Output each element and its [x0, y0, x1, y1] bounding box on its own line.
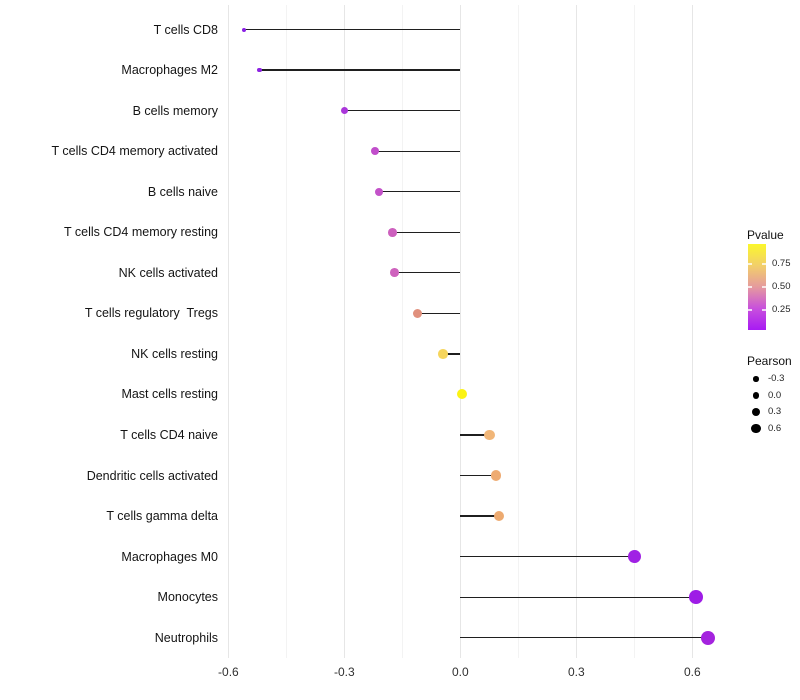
lollipop-dot [490, 470, 502, 481]
lollipop-dot [413, 308, 423, 318]
x-axis-tick-label: 0.6 [683, 665, 701, 679]
y-axis-label: T cells CD4 naive [120, 428, 218, 442]
pearson-legend-dot [753, 376, 759, 382]
gridline-minor [286, 5, 288, 658]
lollipop-dot [700, 630, 715, 645]
pvalue-colorbar-tickmark [748, 309, 752, 311]
y-axis-label: B cells naive [147, 184, 218, 199]
lollipop-stem [417, 312, 461, 314]
lollipop-stem [394, 272, 461, 274]
y-axis-label: NK cells activated [118, 265, 218, 280]
lollipop-stem [460, 474, 496, 477]
gridline-major [228, 5, 230, 658]
pearson-legend-dot [752, 392, 760, 399]
gridline-minor [518, 5, 520, 658]
lollipop-dot [241, 27, 246, 32]
y-axis-label: T cells CD4 memory resting [64, 225, 218, 240]
pvalue-colorbar-tick-label: 0.50 [772, 281, 791, 292]
pearson-legend-label: 0.3 [768, 406, 782, 417]
lollipop-dot [390, 268, 399, 278]
pvalue-colorbar-tickmark [748, 263, 752, 265]
lollipop-dot [388, 227, 397, 237]
pvalue-colorbar-tickmark [762, 286, 766, 288]
y-axis-label: Macrophages M0 [121, 549, 218, 564]
x-axis-tick-label: 0.0 [452, 665, 469, 679]
x-axis-tick-label: -0.6 [218, 665, 239, 679]
pvalue-colorbar-tick-label: 0.75 [772, 258, 791, 270]
pearson-legend-title: Pearson [747, 354, 792, 368]
pearson-legend-label: -0.3 [768, 373, 785, 384]
pearson-legend-label: 0.0 [768, 389, 782, 401]
pearson-legend-label: 0.6 [768, 422, 782, 434]
lollipop-stem [460, 637, 708, 639]
lollipop-stem [460, 556, 635, 558]
lollipop-stem [442, 353, 461, 355]
gridline-minor [402, 5, 404, 658]
lollipop-dot [438, 349, 448, 359]
y-axis-label: Monocytes [157, 590, 218, 605]
lollipop-dot [689, 590, 704, 605]
y-axis-label: T cells CD8 [153, 22, 218, 37]
gridline-minor [634, 5, 636, 658]
pearson-legend-dot [751, 423, 761, 434]
gridline-major [692, 5, 694, 658]
y-axis-label: T cells gamma delta [106, 509, 218, 524]
pearson-legend-dot [752, 408, 760, 416]
lollipop-stem [375, 150, 461, 152]
x-axis-tick-label: 0.3 [567, 665, 585, 679]
y-axis-label: B cells memory [132, 103, 218, 118]
y-axis-label: T cells regulatory Tregs [84, 306, 218, 321]
lollipop-stem [460, 434, 490, 436]
lollipop-stem [460, 596, 697, 598]
pvalue-colorbar [748, 244, 766, 330]
pvalue-colorbar-tick-label: 0.25 [772, 303, 791, 315]
lollipop-dot [493, 510, 505, 522]
lollipop-dot [375, 187, 384, 196]
gridline-major [576, 5, 578, 658]
x-axis-tick-label: -0.3 [334, 665, 355, 679]
lollipop-stem [243, 28, 461, 31]
pvalue-legend-title: Pvalue [747, 228, 784, 242]
lollipop-dot [484, 429, 495, 441]
lollipop-stem [259, 69, 461, 71]
plot-panel [222, 5, 733, 658]
pvalue-colorbar-tickmark [762, 263, 766, 265]
y-axis-label: Dendritic cells activated [86, 468, 218, 483]
gridline-major [344, 5, 346, 658]
y-axis-label: Mast cells resting [121, 387, 218, 402]
lollipop-stem [379, 191, 461, 193]
lollipop-dot [457, 389, 468, 400]
lollipop-stem [344, 109, 461, 112]
y-axis-label: Macrophages M2 [121, 63, 218, 78]
lollipop-stem [392, 231, 461, 233]
gridline-major [460, 5, 462, 658]
lollipop-stem [460, 515, 499, 517]
lollipop-dot [340, 106, 349, 115]
lollipop-dot [371, 147, 380, 156]
lollipop-dot [256, 67, 262, 73]
pvalue-colorbar-tickmark [762, 309, 766, 311]
y-axis-label: Neutrophils [154, 630, 218, 645]
lollipop-dot [627, 550, 641, 564]
pvalue-colorbar-tickmark [748, 286, 752, 288]
y-axis-label: NK cells resting [131, 346, 218, 361]
y-axis-label: T cells CD4 memory activated [51, 144, 219, 159]
